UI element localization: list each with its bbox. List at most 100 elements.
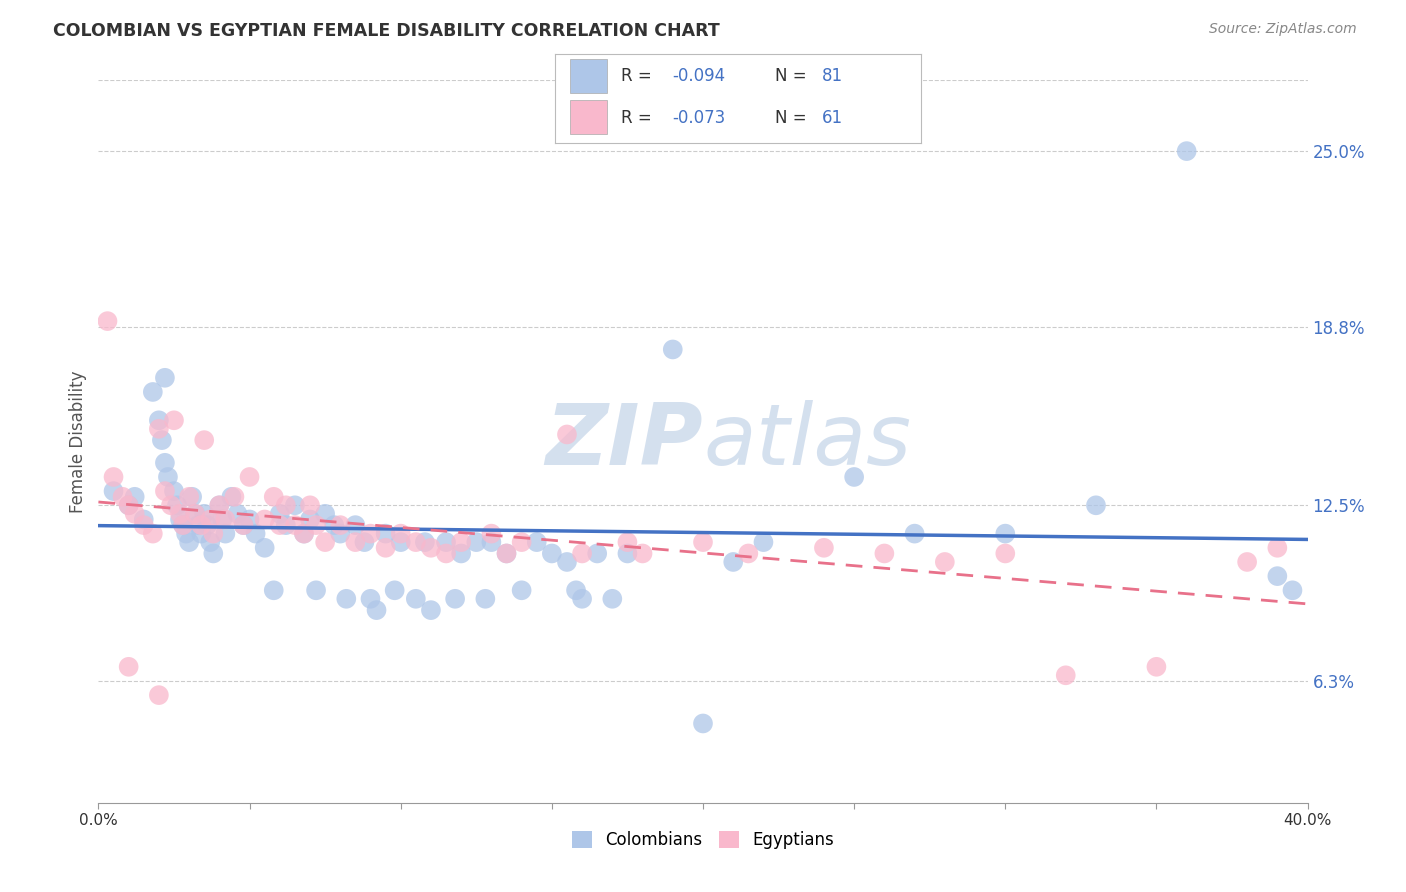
Point: [153, 456, 176, 470]
Text: -0.094: -0.094: [672, 67, 725, 85]
Point: [232, 518, 254, 533]
Point: [384, 583, 406, 598]
Point: [202, 546, 225, 560]
Text: Source: ZipAtlas.com: Source: ZipAtlas.com: [1209, 22, 1357, 37]
Text: N =: N =: [775, 109, 811, 127]
Point: [172, 518, 194, 533]
Point: [245, 526, 267, 541]
Point: [994, 546, 1017, 560]
Point: [292, 526, 315, 541]
Point: [526, 535, 548, 549]
Point: [335, 591, 357, 606]
Point: [571, 546, 593, 560]
Point: [269, 507, 291, 521]
Point: [374, 541, 396, 555]
Point: [166, 498, 188, 512]
Point: [1267, 541, 1289, 555]
Point: [187, 518, 209, 533]
Point: [103, 470, 125, 484]
Point: [389, 535, 412, 549]
Point: [389, 526, 412, 541]
Point: [844, 470, 866, 484]
Point: [208, 498, 231, 512]
Point: [190, 526, 212, 541]
Point: [481, 526, 503, 541]
Point: [163, 413, 186, 427]
Y-axis label: Female Disability: Female Disability: [69, 370, 87, 513]
Point: [314, 535, 336, 549]
Point: [221, 490, 243, 504]
Point: [374, 526, 396, 541]
Point: [723, 555, 745, 569]
Point: [269, 518, 291, 533]
Point: [631, 546, 654, 560]
Point: [153, 484, 176, 499]
Point: [179, 490, 201, 504]
Point: [292, 526, 315, 541]
Point: [214, 512, 236, 526]
Point: [661, 343, 683, 357]
Point: [150, 433, 173, 447]
Point: [1267, 569, 1289, 583]
Point: [148, 688, 170, 702]
Point: [232, 518, 254, 533]
Point: [148, 422, 170, 436]
Point: [873, 546, 896, 560]
Point: [994, 526, 1017, 541]
Point: [132, 518, 155, 533]
Point: [118, 660, 141, 674]
Point: [305, 518, 328, 533]
Point: [413, 535, 436, 549]
Point: [737, 546, 759, 560]
Point: [202, 526, 225, 541]
Point: [148, 413, 170, 427]
Point: [692, 535, 714, 549]
Point: [305, 583, 328, 598]
Point: [616, 546, 638, 560]
Point: [555, 555, 578, 569]
Text: atlas: atlas: [703, 400, 911, 483]
Point: [299, 498, 322, 512]
Point: [184, 507, 207, 521]
Point: [124, 507, 146, 521]
Point: [214, 526, 236, 541]
Point: [253, 541, 276, 555]
Point: [195, 518, 218, 533]
Point: [193, 507, 215, 521]
Point: [692, 716, 714, 731]
Point: [224, 490, 246, 504]
Point: [284, 498, 307, 512]
Point: [444, 591, 467, 606]
Text: N =: N =: [775, 67, 811, 85]
Point: [366, 603, 388, 617]
Point: [450, 546, 472, 560]
Point: [934, 555, 956, 569]
Point: [1281, 583, 1303, 598]
Point: [752, 535, 775, 549]
Text: 81: 81: [823, 67, 844, 85]
Point: [142, 526, 165, 541]
Point: [193, 433, 215, 447]
Point: [239, 470, 262, 484]
Point: [420, 603, 443, 617]
Point: [360, 591, 382, 606]
Point: [181, 490, 204, 504]
Point: [314, 507, 336, 521]
Point: [495, 546, 517, 560]
Text: 61: 61: [823, 109, 844, 127]
Point: [211, 512, 233, 526]
Point: [586, 546, 609, 560]
Point: [253, 512, 276, 526]
Point: [405, 591, 427, 606]
Point: [200, 535, 222, 549]
Point: [323, 518, 346, 533]
Point: [190, 518, 212, 533]
Point: [263, 490, 285, 504]
Point: [1144, 660, 1167, 674]
Point: [474, 591, 496, 606]
Point: [184, 507, 207, 521]
Point: [344, 535, 367, 549]
Point: [434, 546, 457, 560]
Point: [360, 526, 382, 541]
Point: [179, 535, 201, 549]
